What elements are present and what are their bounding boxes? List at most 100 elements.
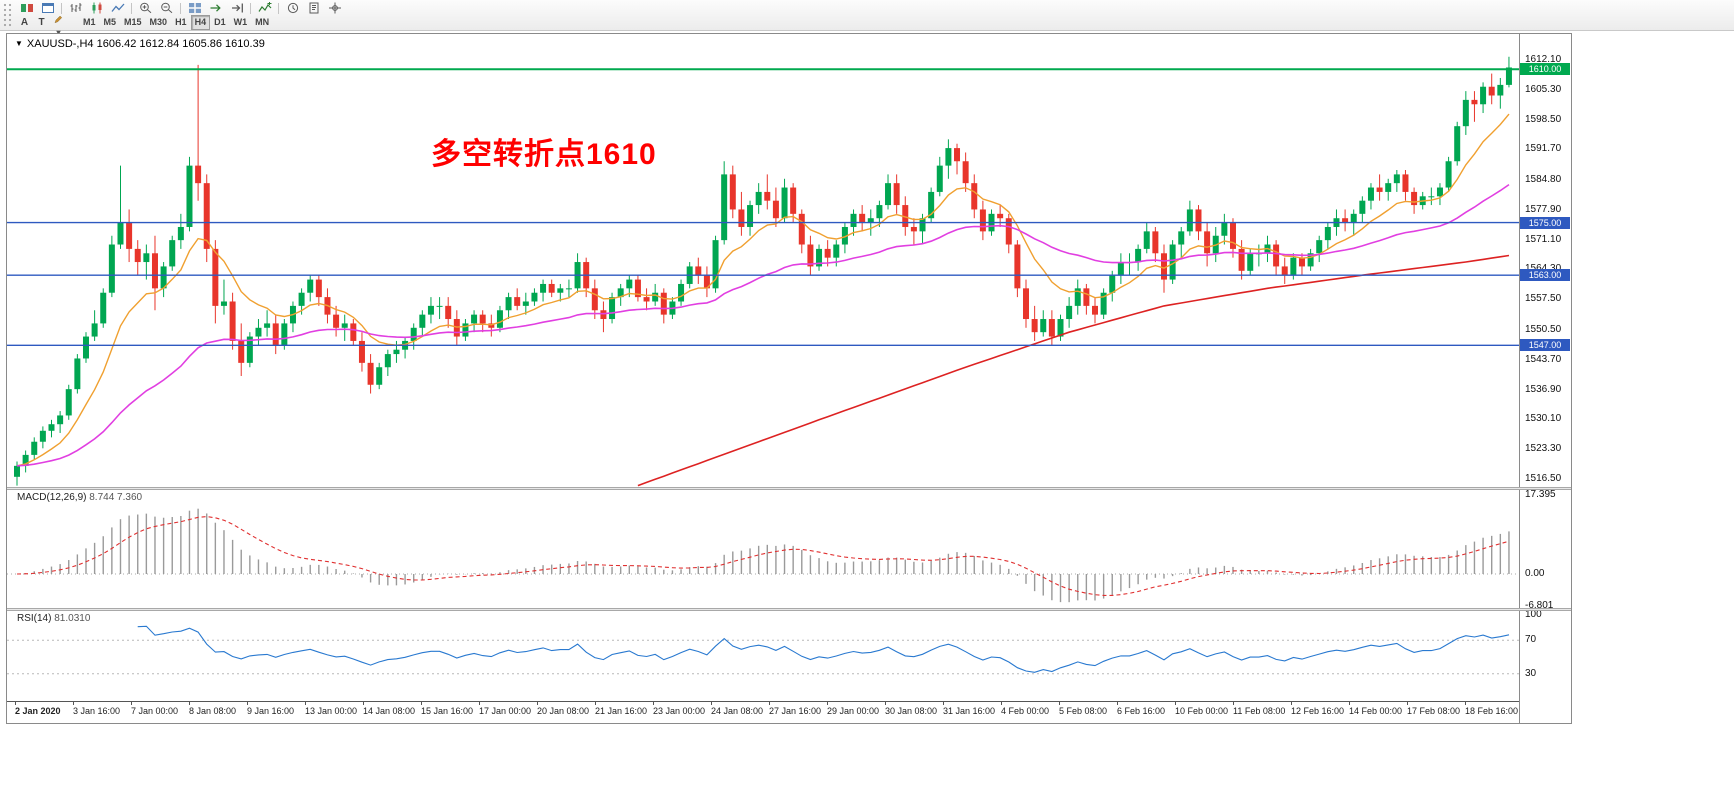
timeframe-m30-button[interactable]: M30 — [146, 15, 172, 30]
brush-tool-button[interactable]: ▾ — [50, 15, 67, 37]
price-axis-label: 1530.10 — [1525, 413, 1562, 424]
bars-chart-icon[interactable] — [65, 1, 86, 15]
time-tick — [769, 702, 770, 705]
time-tick — [15, 702, 16, 705]
timeframe-w1-button[interactable]: W1 — [230, 15, 252, 30]
timeframe-mn-button[interactable]: MN — [251, 15, 273, 30]
time-axis-label: 20 Jan 08:00 — [537, 706, 590, 716]
time-tick — [1291, 702, 1292, 705]
time-axis-label: 14 Feb 00:00 — [1349, 706, 1403, 716]
price-axis-label: 1543.70 — [1525, 354, 1562, 365]
time-axis-label: 23 Jan 00:00 — [653, 706, 706, 716]
price-axis-label: 1564.30 — [1525, 263, 1561, 274]
macd-scale-zero: 0.00 — [1525, 568, 1545, 579]
macd-name: MACD(12,26,9) — [17, 492, 87, 503]
templates-icon[interactable] — [303, 1, 324, 15]
chart-window-icon[interactable] — [37, 1, 58, 15]
price-axis-label: 1536.90 — [1525, 384, 1562, 395]
time-axis-label: 27 Jan 16:00 — [769, 706, 822, 716]
toolbar-grip[interactable] — [3, 3, 13, 27]
chart-shift-icon[interactable] — [226, 1, 247, 15]
price-tag-1563.00: 1563.00 — [1520, 269, 1570, 281]
price-axis-label: 1598.50 — [1525, 114, 1562, 125]
text-tool-button[interactable]: T — [33, 15, 50, 30]
price-axis-label: 1516.50 — [1525, 473, 1562, 484]
price-axis-label: 1612.10 — [1525, 54, 1562, 65]
time-axis-label: 11 Feb 08:00 — [1233, 706, 1286, 716]
time-axis-label: 15 Jan 16:00 — [421, 706, 474, 716]
crosshair-icon[interactable] — [324, 1, 345, 15]
time-axis-label: 12 Feb 16:00 — [1291, 706, 1345, 716]
price-tag-1575.00: 1575.00 — [1520, 217, 1570, 229]
time-tick — [885, 702, 886, 705]
timeframe-m1-button[interactable]: M1 — [79, 15, 100, 30]
time-tick — [421, 702, 422, 705]
time-axis-label: 24 Jan 08:00 — [711, 706, 764, 716]
timeframe-h1-button[interactable]: H1 — [171, 15, 191, 30]
indicators-icon[interactable] — [254, 1, 275, 15]
zoom-out-icon[interactable] — [156, 1, 177, 15]
time-tick — [305, 702, 306, 705]
time-axis-label: 17 Feb 08:00 — [1407, 706, 1461, 716]
time-tick — [247, 702, 248, 705]
time-scale[interactable]: 2 Jan 2020 3 Jan 16:00 7 Jan 00:00 8 Jan 08… — [7, 702, 1519, 723]
time-axis-label: 7 Jan 00:00 — [131, 706, 179, 716]
timeframe-d1-button[interactable]: D1 — [210, 15, 230, 30]
rsi-label: RSI(14) 81.0310 — [17, 613, 90, 624]
time-axis-label: 14 Jan 08:00 — [363, 706, 416, 716]
time-tick — [595, 702, 596, 705]
timeframe-m5-button[interactable]: M5 — [100, 15, 121, 30]
macd-values: 8.744 7.360 — [89, 492, 143, 503]
price-axis-label: 1605.30 — [1525, 84, 1562, 95]
chart-title: ▼ XAUUSD-,H4 1606.42 1612.84 1605.86 1610… — [15, 38, 265, 50]
candles-chart-icon[interactable] — [86, 1, 107, 15]
macd-canvas[interactable] — [7, 490, 1519, 608]
toolbar: A T ▾ M1 M5 M15 M30 H1 H4 D1 W1 MN — [0, 0, 1734, 37]
auto-scroll-icon[interactable] — [205, 1, 226, 15]
time-tick — [131, 702, 132, 705]
chevron-down-icon: ▾ — [56, 27, 61, 37]
tile-windows-icon[interactable] — [184, 1, 205, 15]
macd-scale-min: -6.801 — [1525, 600, 1554, 611]
symbol-dropdown-icon[interactable]: ▼ — [15, 39, 23, 48]
time-axis-label: 6 Feb 16:00 — [1117, 706, 1166, 716]
time-tick — [827, 702, 828, 705]
chart-window: ▼ XAUUSD-,H4 1606.42 1612.84 1605.86 1610… — [6, 33, 1572, 724]
toolbar-row-top — [16, 1, 345, 15]
arrow-tool-button[interactable]: A — [16, 15, 33, 30]
price-axis-label: 1550.50 — [1525, 324, 1562, 335]
price-axis-label: 1591.70 — [1525, 143, 1562, 154]
annotation-text[interactable]: 多空转折点1610 — [431, 138, 657, 171]
time-tick — [1233, 702, 1234, 705]
time-axis-label: 3 Jan 16:00 — [73, 706, 121, 716]
rsi-name: RSI(14) — [17, 613, 52, 624]
panel-splitter-1[interactable] — [7, 487, 1571, 490]
time-axis-label: 8 Jan 08:00 — [189, 706, 237, 716]
new-order-icon[interactable] — [16, 1, 37, 15]
time-tick — [1175, 702, 1176, 705]
time-tick — [479, 702, 480, 705]
time-axis-label: 4 Feb 00:00 — [1001, 706, 1050, 716]
rsi-canvas[interactable] — [7, 611, 1519, 701]
price-tag-1610.00: 1610.00 — [1520, 63, 1570, 75]
time-axis-label: 21 Jan 16:00 — [595, 706, 648, 716]
timeframe-m15-button[interactable]: M15 — [120, 15, 146, 30]
zoom-in-icon[interactable] — [135, 1, 156, 15]
time-tick — [653, 702, 654, 705]
time-tick — [73, 702, 74, 705]
chart-title-text: XAUUSD-,H4 1606.42 1612.84 1605.86 1610.… — [26, 38, 265, 50]
price-axis-label: 1557.50 — [1525, 293, 1562, 304]
time-tick — [537, 702, 538, 705]
price-axis-label: 1523.30 — [1525, 443, 1562, 454]
price-scale[interactable]: 17.395 0.00 -6.801 100 70 30 1612.10 1605… — [1519, 34, 1571, 723]
timeframe-h4-button[interactable]: H4 — [190, 14, 211, 30]
time-axis-label: 17 Jan 00:00 — [479, 706, 532, 716]
panel-splitter-2[interactable] — [7, 608, 1571, 611]
periods-icon[interactable] — [282, 1, 303, 15]
line-chart-icon[interactable] — [107, 1, 128, 15]
main-chart-canvas[interactable] — [7, 34, 1519, 487]
time-axis-label: 5 Feb 08:00 — [1059, 706, 1108, 716]
rsi-scale-100: 100 — [1525, 609, 1542, 620]
time-tick — [189, 702, 190, 705]
